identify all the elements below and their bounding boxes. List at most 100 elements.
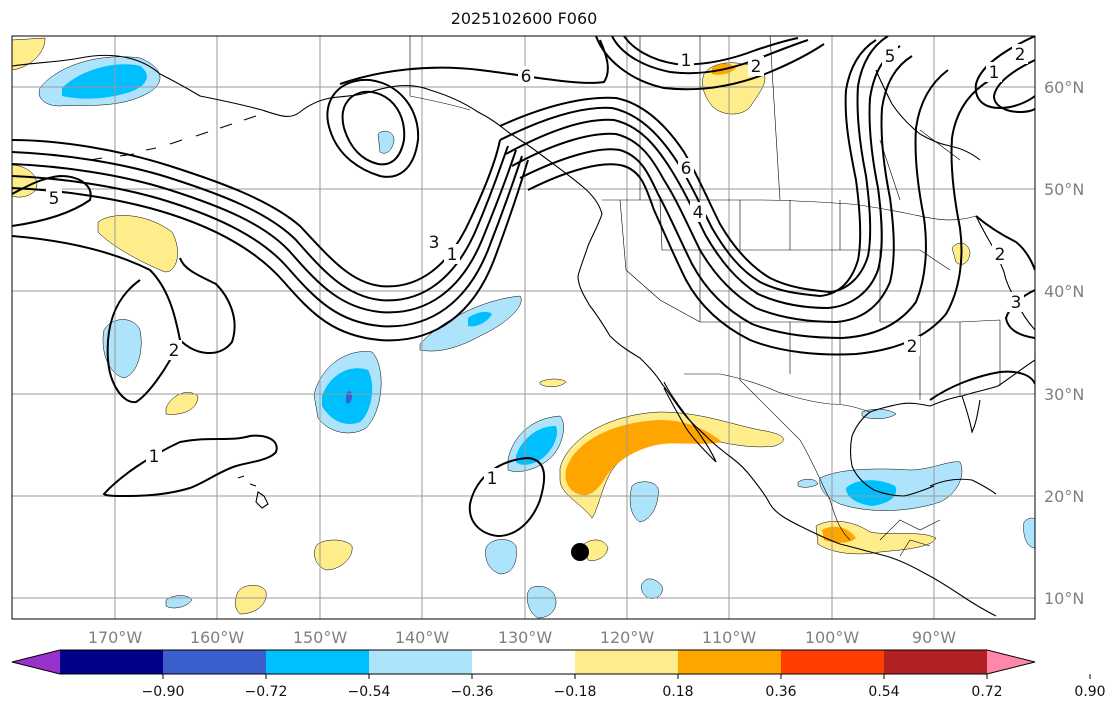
map-frame — [11, 35, 1036, 620]
contour-na-6 — [499, 39, 877, 298]
shade-yellow-south1 — [314, 539, 353, 571]
contour-1-southwest — [102, 434, 278, 498]
colorbar-segment — [678, 650, 782, 674]
contour-west-1 — [12, 159, 529, 342]
colorbar-tick-label: 0.36 — [765, 684, 796, 700]
contour-na-2 — [519, 69, 949, 340]
contour-east-1 — [974, 36, 1035, 110]
contour-loop-north — [326, 78, 420, 178]
contour-east-2 — [992, 59, 1035, 114]
colorbar-outline — [11, 649, 1036, 675]
contour-label: 3 — [429, 233, 440, 253]
contour-label: 3 — [1011, 293, 1022, 313]
coastline-uswest — [577, 213, 997, 617]
shade-blue-caribbean — [846, 480, 897, 506]
shade-yellow-west-small — [165, 392, 199, 415]
colorbar — [11, 649, 1036, 675]
coastline-cuba — [929, 478, 997, 495]
shade-lightblue-small-east — [797, 479, 819, 488]
lon-label: 110°W — [702, 628, 757, 647]
colorbar-tick-label: −0.36 — [451, 684, 494, 700]
contour-left5-loop — [12, 174, 92, 227]
colorbar-segment — [575, 650, 679, 674]
colorbar-tick-label: 0.72 — [971, 684, 1002, 700]
colorbar-segment — [163, 650, 267, 674]
shade-lightblue-rightedge — [1023, 517, 1035, 549]
coastline-hudson — [875, 69, 981, 161]
contour-na-1 — [527, 79, 991, 356]
colorbar-tick-label: −0.54 — [348, 684, 391, 700]
contour-label: 2 — [907, 337, 918, 357]
black-dot-marker — [571, 543, 589, 561]
border-alaska-canada — [409, 36, 471, 111]
lon-label: 160°W — [190, 628, 245, 647]
lon-label: 150°W — [293, 628, 348, 647]
shade-lightblue-south3 — [641, 578, 663, 599]
contour-loop-north2 — [341, 90, 406, 166]
contour-top-5 — [595, 36, 825, 91]
shade-yellow-south2 — [235, 585, 267, 615]
contour-label: 6 — [521, 67, 532, 87]
contour-label: 5 — [885, 47, 896, 67]
colorbar-tick-label: −0.90 — [142, 684, 185, 700]
lat-label: 60°N — [1044, 78, 1084, 97]
contours — [12, 36, 1035, 538]
border-us-mexico — [684, 373, 871, 413]
contour-2-big — [106, 279, 181, 404]
shade-yellow-dot — [583, 539, 609, 561]
colorbar-ticks: −0.90 −0.72 −0.54 −0.36 −0.18 0.18 0.36 0.54 0.7… — [142, 674, 1105, 700]
contour-top-2 — [623, 36, 799, 66]
border-canada — [639, 36, 961, 201]
lat-label: 40°N — [1044, 282, 1084, 301]
contour-east-3 — [1004, 289, 1035, 339]
colorbar-extend-max — [987, 650, 1035, 674]
contour-2-west-loop — [12, 235, 236, 355]
contour-label: 4 — [693, 203, 704, 223]
map-title: 2025102600 F060 — [450, 9, 598, 28]
contour-east-loop — [929, 370, 1035, 401]
contour-labels: 6 1 5 2 1 2 5 3 1 6 4 2 1 1 2 3 2 — [46, 44, 1028, 489]
contour-label: 2 — [751, 57, 762, 77]
colorbar-tick-label: 0.54 — [868, 684, 899, 700]
contour-label: 1 — [487, 469, 498, 489]
lon-label: 140°W — [395, 628, 450, 647]
lon-label: 100°W — [805, 628, 860, 647]
shade-lightblue-south4 — [165, 595, 193, 609]
map-area — [12, 36, 1035, 619]
border-states-2 — [840, 249, 1001, 400]
colorbar-tick-label: −0.72 — [245, 684, 288, 700]
shade-yellow-small-mid — [539, 378, 567, 387]
contour-na-4 — [505, 45, 901, 310]
contour-west-4 — [12, 145, 509, 302]
lat-label: 20°N — [1044, 487, 1084, 506]
contour-label: 6 — [681, 159, 692, 179]
lat-label: 10°N — [1044, 589, 1084, 608]
colorbar-tick-label: 0.90 — [1074, 684, 1105, 700]
colorbar-segment — [781, 650, 885, 674]
shade-lightblue-south2 — [527, 586, 557, 619]
lon-label: 90°W — [912, 628, 956, 647]
contour-label: 5 — [49, 189, 60, 209]
contour-label: 2 — [995, 245, 1006, 265]
contour-na-5 — [499, 36, 889, 294]
coastline-hawaii — [237, 475, 269, 509]
shade-orange-baja — [565, 420, 722, 496]
colorbar-segment — [266, 650, 370, 674]
shade-blue-137w — [468, 311, 492, 327]
colorbar-segment — [369, 650, 473, 674]
shade-blue-128w — [516, 426, 558, 465]
colorbar-extend-min — [12, 650, 60, 674]
borders — [409, 36, 1001, 557]
lat-label: 50°N — [1044, 180, 1084, 199]
border-mexico — [739, 379, 851, 541]
shade-lightblue-121w — [629, 481, 659, 523]
contour-label: 1 — [447, 245, 458, 265]
contour-label: 1 — [989, 63, 1000, 83]
contour-west-2 — [12, 155, 523, 328]
shade-lightblue-south1 — [485, 539, 517, 575]
contour-top-1 — [611, 36, 809, 75]
shade-blue-nw — [62, 64, 147, 99]
lon-label: 120°W — [600, 628, 655, 647]
shade-lightblue-west — [102, 319, 142, 379]
